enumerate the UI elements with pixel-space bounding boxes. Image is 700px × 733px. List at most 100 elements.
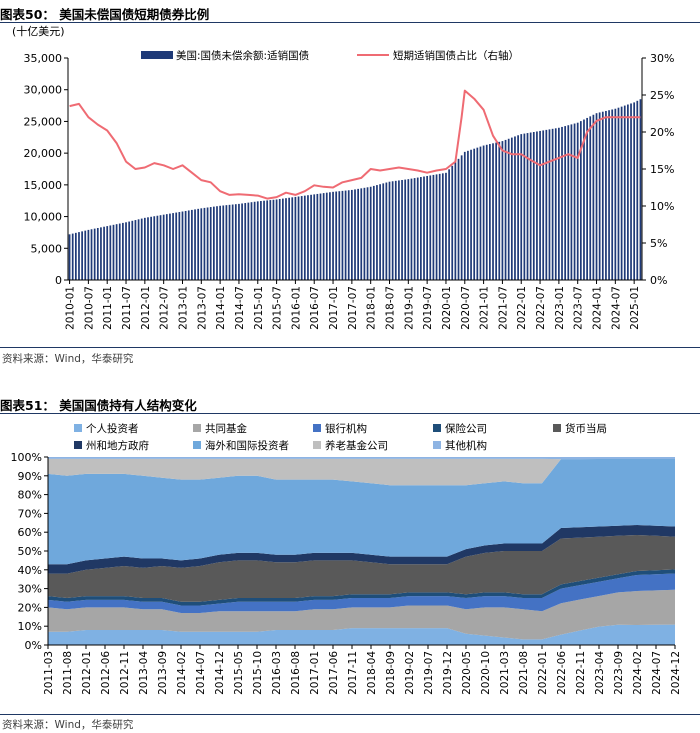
chart1-bar (335, 191, 338, 280)
chart1-bar (256, 201, 259, 280)
chart1-bar (100, 227, 102, 280)
chart1-legend-bar-swatch (141, 51, 173, 59)
chart2-source: 资料来源：Wind，华泰研究 (2, 719, 134, 731)
chart2-legend-swatch (433, 424, 441, 432)
chart1-bar (300, 196, 303, 280)
chart1-bar (212, 206, 215, 280)
chart2-area (48, 525, 675, 574)
chart1-bar (510, 137, 513, 280)
chart2-area (48, 573, 675, 613)
chart1-bar (137, 219, 140, 280)
chart2-x-tick-label: 2019-02 (404, 651, 416, 695)
chart1-bar (175, 212, 178, 280)
chart1-x-tick-label: 2017-07 (347, 286, 359, 330)
chart2-legend-label: 其他机构 (445, 439, 487, 452)
chart1-bar (81, 231, 83, 280)
chart2-x-tick-label: 2017-06 (328, 651, 340, 695)
chart2-x-tick-label: 2020-05 (461, 651, 473, 695)
chart2-legend-swatch (74, 424, 82, 432)
chart1-bar (398, 180, 400, 280)
chart1-bar (87, 229, 90, 280)
chart1-x-tick-label: 2013-01 (177, 286, 189, 330)
chart2-y-tick-label: 20% (18, 601, 42, 614)
chart2-bottom-rule (0, 714, 700, 715)
chart1-right-tick-label: 20% (650, 126, 674, 139)
chart2-title-rule (0, 413, 700, 414)
chart1-bar (592, 114, 595, 281)
chart1-bar (457, 158, 460, 280)
chart1-bar (620, 106, 623, 280)
chart1-bar (272, 199, 275, 280)
chart1-bar (128, 221, 131, 280)
chart1-bar (517, 135, 519, 280)
chart2-y-tick-label: 90% (18, 470, 42, 483)
chart2-x-tick-label: 2024-12 (670, 651, 682, 695)
chart1-bar (507, 138, 510, 280)
chart2-x-tick-label: 2016-08 (290, 651, 302, 695)
chart1-bar (605, 110, 607, 281)
chart2-x-tick-label: 2012-11 (119, 651, 131, 695)
chart1-bar (260, 201, 262, 280)
chart1-bar (448, 169, 450, 280)
chart1-bar (247, 202, 250, 280)
chart1-bar (122, 222, 124, 280)
chart1-bar (523, 133, 526, 280)
chart1-x-tick-label: 2024-01 (592, 286, 604, 330)
chart1-bar (467, 150, 469, 280)
chart2-x-tick-label: 2011-03 (43, 651, 55, 695)
chart1-bar (432, 174, 435, 280)
chart2-legend-label: 海外和国际投资者 (205, 439, 289, 452)
chart2-y-tick-label: 40% (18, 564, 42, 577)
chart1-bar (520, 134, 523, 280)
chart1-bar (282, 198, 284, 280)
chart1-x-tick-label: 2011-07 (121, 286, 133, 330)
chart1-bar (495, 142, 498, 280)
chart2-x-tick-label: 2015-10 (252, 651, 264, 695)
chart1-right-tick-label: 15% (650, 163, 674, 176)
chart1-bar (172, 213, 174, 280)
chart1-x-tick-label: 2020-07 (460, 286, 472, 330)
chart1-bar (388, 181, 391, 280)
chart2-x-tick-label: 2022-01 (537, 651, 549, 695)
chart2-legend-swatch (193, 424, 201, 432)
chart2-y-tick-label: 10% (18, 620, 42, 633)
chart1-bar (586, 117, 588, 280)
chart1-bar (313, 194, 316, 280)
chart1-right-tick-label: 5% (650, 237, 667, 250)
chart1-unit-label: (十亿美元) (12, 24, 65, 38)
chart1-bar (366, 187, 369, 280)
chart1-bar (71, 233, 74, 280)
chart1-bar (598, 112, 601, 280)
chart1-bar (354, 189, 356, 280)
chart1-bar (203, 207, 206, 280)
chart1-bar (357, 188, 359, 280)
chart1-x-tick-label: 2013-07 (196, 286, 208, 330)
chart1-x-tick-label: 2014-07 (234, 286, 246, 330)
chart1-bar (109, 225, 112, 280)
chart1-bar (526, 133, 529, 280)
chart1-bar (445, 172, 447, 280)
chart2-y-tick-label: 70% (18, 507, 42, 520)
chart1-bar (542, 130, 545, 280)
chart1-bar (150, 216, 152, 280)
chart1-bar (426, 175, 429, 280)
chart2-x-tick-label: 2012-01 (81, 651, 93, 695)
chart2-x-tick-label: 2012-06 (100, 651, 112, 695)
chart1-x-tick-label: 2016-01 (290, 286, 302, 330)
chart2-x-tick-label: 2021-03 (499, 651, 511, 695)
chart2-x-tick-label: 2014-07 (195, 651, 207, 695)
chart1-bar (269, 200, 272, 280)
chart2-x-tick-label: 2017-01 (309, 651, 321, 695)
chart1-bar (360, 188, 363, 280)
chart1-bar (338, 191, 341, 280)
chart2-x-tick-label: 2011-08 (62, 651, 74, 695)
chart1-bar (134, 220, 137, 280)
chart1-bar (382, 183, 385, 280)
chart1-bar (329, 192, 331, 280)
chart1-bar (332, 191, 334, 280)
chart1-bar (143, 217, 146, 280)
chart1-bar (489, 144, 491, 280)
chart1-bar (319, 193, 322, 280)
chart1-legend-bar-label: 美国:国债未偿余额:适销国债 (176, 49, 309, 62)
